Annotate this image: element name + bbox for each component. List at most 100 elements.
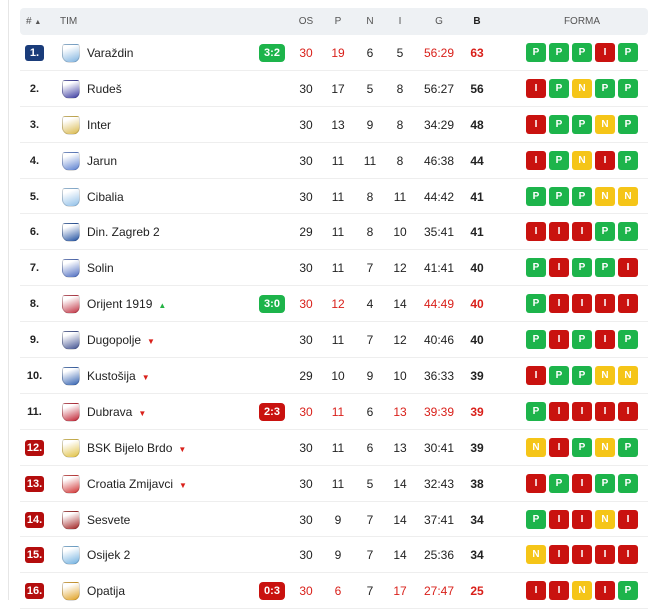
team-name-link[interactable]: Sesvete xyxy=(87,512,131,527)
table-row[interactable]: 10. Kustošija ▼ 29 10 9 10 36:33 39 I P P N N xyxy=(20,358,648,394)
form-badge[interactable]: N xyxy=(572,581,592,601)
form-badge[interactable]: P xyxy=(526,401,546,421)
form-badge[interactable]: P xyxy=(595,222,615,242)
form-badge[interactable]: I xyxy=(618,509,638,529)
header-rank[interactable]: # ▲ xyxy=(26,16,42,27)
team-name-link[interactable]: Jarun xyxy=(87,153,118,168)
form-badge[interactable]: P xyxy=(618,473,638,493)
form-badge[interactable]: N xyxy=(595,186,615,206)
table-row[interactable]: 3. Inter 30 13 9 8 34:29 48 I P P N P xyxy=(20,107,648,143)
form-badge[interactable]: I xyxy=(595,330,615,350)
form-badge[interactable]: P xyxy=(572,186,592,206)
team-name-link[interactable]: Kustošija ▼ xyxy=(87,369,150,384)
header-goals[interactable]: G xyxy=(435,16,443,27)
form-badge[interactable]: P xyxy=(572,43,592,62)
header-draws[interactable]: N xyxy=(366,16,374,27)
team-name-link[interactable]: Din. Zagreb 2 xyxy=(87,225,160,240)
header-points[interactable]: B xyxy=(473,16,481,27)
header-wins[interactable]: P xyxy=(334,16,342,27)
form-badge[interactable]: I xyxy=(572,509,592,529)
form-badge[interactable]: P xyxy=(595,258,615,278)
form-badge[interactable]: P xyxy=(526,186,546,206)
form-badge[interactable]: I xyxy=(618,294,638,314)
table-row[interactable]: 13. Croatia Zmijavci ▼ 30 11 5 14 32:43 38 I P I P P xyxy=(20,466,648,502)
form-badge[interactable]: P xyxy=(549,43,569,62)
form-badge[interactable]: I xyxy=(526,473,546,493)
form-badge[interactable]: I xyxy=(618,401,638,421)
team-name-link[interactable]: Varaždin xyxy=(87,46,134,60)
table-row[interactable]: 1. Varaždin 3:2 30 19 6 5 56:29 63 P P P I P xyxy=(20,35,648,71)
form-badge[interactable]: P xyxy=(549,114,569,134)
form-badge[interactable]: I xyxy=(595,401,615,421)
form-badge[interactable]: P xyxy=(526,330,546,350)
form-badge[interactable]: P xyxy=(572,366,592,386)
form-badge[interactable]: P xyxy=(618,114,638,134)
form-badge[interactable]: I xyxy=(595,545,615,565)
form-badge[interactable]: I xyxy=(526,78,546,98)
table-row[interactable]: 5. Cibalia 30 11 8 11 44:42 41 P P P N N xyxy=(20,179,648,215)
form-badge[interactable]: P xyxy=(572,437,592,457)
form-badge[interactable]: P xyxy=(595,78,615,98)
form-badge[interactable]: N xyxy=(618,186,638,206)
form-badge[interactable]: I xyxy=(549,258,569,278)
form-badge[interactable]: N xyxy=(595,437,615,457)
team-name-link[interactable]: Rudeš xyxy=(87,81,122,96)
team-name-link[interactable]: Solin xyxy=(87,261,114,276)
table-row[interactable]: 7. Solin 30 11 7 12 41:41 40 P I P P I xyxy=(20,250,648,287)
table-row[interactable]: 11. Dubrava ▼ 2:3 30 11 6 13 39:39 39 P I I I I xyxy=(20,394,648,430)
team-name-link[interactable]: Osijek 2 xyxy=(87,548,131,563)
form-badge[interactable]: P xyxy=(549,366,569,386)
form-badge[interactable]: I xyxy=(549,545,569,565)
form-badge[interactable]: I xyxy=(526,581,546,601)
form-badge[interactable]: I xyxy=(595,150,615,170)
team-name-link[interactable]: Croatia Zmijavci ▼ xyxy=(87,476,187,491)
form-badge[interactable]: I xyxy=(526,114,546,134)
team-name-link[interactable]: Dugopolje ▼ xyxy=(87,333,155,348)
form-badge[interactable]: P xyxy=(526,509,546,529)
form-badge[interactable]: I xyxy=(618,258,638,278)
table-row[interactable]: 15. Osijek 2 30 9 7 14 25:36 34 N I I I I xyxy=(20,537,648,574)
table-row[interactable]: 12. BSK Bijelo Brdo ▼ 30 11 6 13 30:41 39 N I P N P xyxy=(20,430,648,466)
team-name-link[interactable]: Inter xyxy=(87,117,112,132)
form-badge[interactable]: N xyxy=(595,366,615,386)
table-row[interactable]: 8. Orijent 1919 ▲ 3:0 30 12 4 14 44:49 40 P I I I I xyxy=(20,286,648,323)
form-badge[interactable]: P xyxy=(526,294,546,314)
form-badge[interactable]: N xyxy=(595,509,615,529)
form-badge[interactable]: I xyxy=(549,330,569,350)
form-badge[interactable]: P xyxy=(549,78,569,98)
form-badge[interactable]: P xyxy=(572,258,592,278)
form-badge[interactable]: P xyxy=(618,222,638,242)
table-row[interactable]: 2. Rudeš 30 17 5 8 56:27 56 I P N P P xyxy=(20,71,648,107)
form-badge[interactable]: P xyxy=(618,437,638,457)
form-badge[interactable]: I xyxy=(595,43,615,62)
form-badge[interactable]: P xyxy=(572,330,592,350)
form-badge[interactable]: I xyxy=(549,222,569,242)
form-badge[interactable]: P xyxy=(549,186,569,206)
form-badge[interactable]: I xyxy=(526,366,546,386)
form-badge[interactable]: I xyxy=(572,294,592,314)
form-badge[interactable]: I xyxy=(572,401,592,421)
live-score-badge[interactable]: 0:3 xyxy=(259,582,285,601)
form-badge[interactable]: I xyxy=(595,294,615,314)
form-badge[interactable]: P xyxy=(526,43,546,62)
form-badge[interactable]: P xyxy=(618,330,638,350)
table-row[interactable]: 14. Sesvete 30 9 7 14 37:41 34 P I I N I xyxy=(20,502,648,538)
form-badge[interactable]: P xyxy=(595,473,615,493)
header-played[interactable]: OS xyxy=(298,16,314,27)
form-badge[interactable]: I xyxy=(572,222,592,242)
form-badge[interactable]: I xyxy=(549,509,569,529)
form-badge[interactable]: N xyxy=(526,437,546,457)
team-name-link[interactable]: Dubrava ▼ xyxy=(87,404,147,419)
form-badge[interactable]: N xyxy=(526,545,546,565)
form-badge[interactable]: I xyxy=(572,473,592,493)
form-badge[interactable]: I xyxy=(526,222,546,242)
form-badge[interactable]: I xyxy=(526,150,546,170)
form-badge[interactable]: P xyxy=(618,78,638,98)
form-badge[interactable]: P xyxy=(618,43,638,62)
form-badge[interactable]: I xyxy=(549,401,569,421)
form-badge[interactable]: I xyxy=(549,294,569,314)
table-row[interactable]: 16. Opatija 0:3 30 6 7 17 27:47 25 I I N I P xyxy=(20,573,648,609)
table-row[interactable]: 6. Din. Zagreb 2 29 11 8 10 35:41 41 I I I P P xyxy=(20,214,648,251)
table-row[interactable]: 4. Jarun 30 11 11 8 46:38 44 I P N I P xyxy=(20,143,648,179)
table-row[interactable]: 9. Dugopolje ▼ 30 11 7 12 40:46 40 P I P I P xyxy=(20,322,648,359)
